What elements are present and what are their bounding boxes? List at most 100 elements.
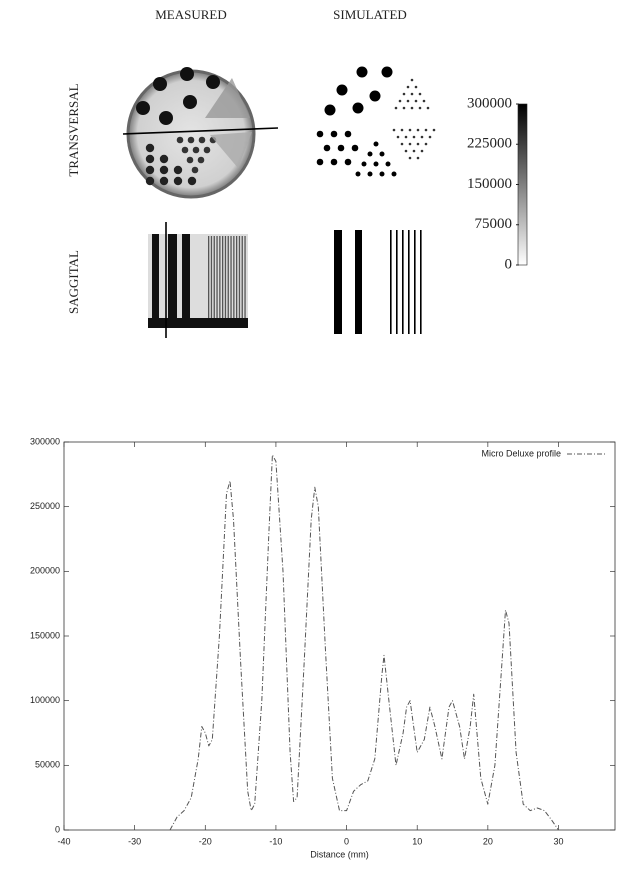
hole — [367, 151, 373, 157]
hole — [145, 154, 155, 164]
hole — [400, 142, 404, 146]
x-tick-label: -40 — [57, 836, 70, 846]
hole — [159, 154, 169, 164]
hole — [402, 92, 406, 96]
rod — [396, 230, 398, 334]
rod — [210, 236, 213, 322]
rod — [168, 234, 177, 328]
rod — [355, 230, 362, 334]
hole — [426, 106, 430, 110]
hole — [381, 66, 393, 78]
hole — [173, 176, 183, 186]
colorbar-tick-label: 75000 — [475, 216, 513, 232]
hole — [352, 102, 364, 114]
hole — [180, 67, 194, 81]
hole — [173, 165, 183, 175]
hole — [402, 106, 406, 110]
x-tick-label: 20 — [483, 836, 493, 846]
hole — [330, 130, 338, 138]
hole — [432, 128, 436, 132]
y-tick-label: 50000 — [35, 760, 60, 770]
colorbar-tick-label: 150000 — [467, 176, 512, 192]
rod — [334, 230, 342, 334]
hole — [422, 99, 426, 103]
hole — [145, 165, 155, 175]
x-tick-label: 0 — [344, 836, 349, 846]
hole — [420, 135, 424, 139]
rod — [230, 236, 232, 322]
rod — [224, 236, 227, 322]
hole — [416, 142, 420, 146]
rod — [219, 236, 221, 322]
hole — [394, 106, 398, 110]
hole — [412, 149, 416, 153]
hole — [379, 171, 385, 177]
hole — [414, 99, 418, 103]
rod — [241, 236, 243, 322]
rod — [236, 236, 238, 322]
y-tick-label: 200000 — [30, 566, 60, 576]
hole — [428, 135, 432, 139]
hole — [159, 111, 173, 125]
hole — [418, 106, 422, 110]
hole — [404, 149, 408, 153]
hole — [181, 146, 189, 154]
hole — [412, 135, 416, 139]
hole — [206, 75, 220, 89]
hole — [410, 92, 414, 96]
hole — [392, 128, 396, 132]
hole — [406, 99, 410, 103]
hole — [410, 78, 414, 82]
hole — [203, 146, 211, 154]
rod — [420, 230, 422, 334]
hole — [379, 151, 385, 157]
colorbar — [517, 103, 528, 266]
hole — [410, 106, 414, 110]
rod — [213, 236, 215, 322]
rod — [402, 230, 404, 334]
hole — [159, 165, 169, 175]
y-tick-label: 150000 — [30, 630, 60, 640]
hole — [323, 144, 331, 152]
rod — [216, 236, 218, 322]
sector — [210, 132, 252, 168]
rod — [233, 236, 235, 322]
hole — [418, 92, 422, 96]
rod — [408, 230, 410, 334]
x-tick-label: 10 — [412, 836, 422, 846]
hole — [355, 171, 361, 177]
hole — [176, 136, 184, 144]
hole — [351, 144, 359, 152]
hole — [337, 144, 345, 152]
row-label: SAGGITAL — [66, 250, 81, 314]
hole — [186, 156, 194, 164]
hole — [416, 156, 420, 160]
hole — [369, 90, 381, 102]
hole — [373, 161, 379, 167]
rod — [238, 236, 241, 322]
legend-label: Micro Deluxe profile — [481, 448, 561, 458]
hole — [416, 128, 420, 132]
y-tick-label: 250000 — [30, 501, 60, 511]
hole — [414, 85, 418, 89]
rod — [222, 236, 224, 322]
y-tick-label: 0 — [55, 824, 60, 834]
rod — [244, 236, 246, 322]
hole — [187, 136, 195, 144]
hole — [192, 146, 200, 154]
rod — [182, 234, 190, 328]
sector — [205, 78, 250, 118]
hole — [404, 135, 408, 139]
x-tick-label: -10 — [269, 836, 282, 846]
x-axis-label: Distance (mm) — [310, 849, 369, 859]
hole — [324, 104, 336, 116]
hole — [424, 142, 428, 146]
hole — [145, 176, 155, 186]
hole — [344, 158, 352, 166]
hole — [191, 166, 199, 174]
rod — [414, 230, 416, 334]
rod — [227, 236, 229, 322]
hole — [336, 84, 348, 96]
hole — [400, 128, 404, 132]
